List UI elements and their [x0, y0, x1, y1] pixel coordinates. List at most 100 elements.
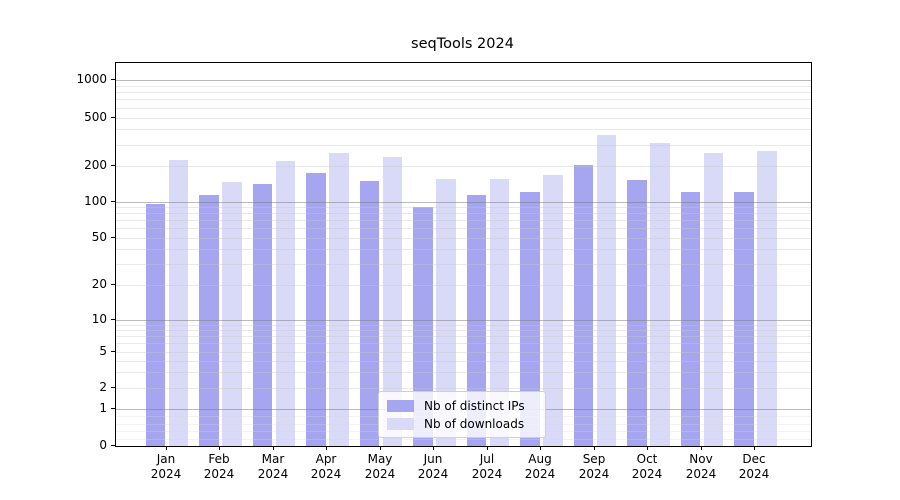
y-tick-label: 500: [84, 110, 107, 124]
x-tick: [647, 446, 648, 450]
y-tick-label: 0: [99, 438, 107, 452]
bar-downloads: [275, 160, 296, 446]
x-tick-label: Jan 2024: [150, 452, 182, 481]
legend-swatch-downloads: [387, 417, 414, 430]
y-tick: [111, 319, 115, 320]
y-tick-label: 2: [99, 380, 107, 394]
bar-distinct-ips: [573, 164, 594, 446]
x-tick: [219, 446, 220, 450]
gridline: [116, 207, 811, 208]
gridline: [116, 352, 811, 353]
gridline: [116, 166, 811, 167]
bar-downloads: [543, 175, 563, 446]
gridline: [116, 336, 811, 337]
bar-distinct-ips: [252, 183, 273, 446]
gridline: [116, 264, 811, 265]
gridline: [116, 99, 811, 100]
gridline: [116, 213, 811, 214]
bar-downloads: [222, 182, 242, 446]
x-tick: [380, 446, 381, 450]
x-tick-label: Feb 2024: [203, 452, 235, 481]
bar-distinct-ips: [627, 180, 647, 446]
x-tick-label: May 2024: [364, 452, 396, 481]
gridline: [116, 238, 811, 239]
gridline: [116, 220, 811, 221]
gridline: [116, 145, 811, 146]
bar-downloads: [757, 151, 777, 446]
plot-area: Nb of distinct IPs Nb of downloads: [115, 62, 812, 447]
y-tick-label: 1: [99, 401, 107, 415]
chart-title: seqTools 2024: [411, 36, 514, 52]
x-tick: [487, 446, 488, 450]
gridline: [116, 330, 811, 331]
y-tick: [111, 79, 115, 80]
gridline: [116, 372, 811, 373]
x-tick: [594, 446, 595, 450]
x-tick-label: Oct 2024: [631, 452, 663, 481]
x-tick: [326, 446, 327, 450]
legend-label-distinct-ips: Nb of distinct IPs: [424, 398, 525, 413]
y-tick-label: 5: [99, 344, 107, 358]
y-tick: [111, 445, 115, 446]
y-tick: [111, 201, 115, 202]
x-tick-label: Nov 2024: [685, 452, 717, 481]
x-tick-label: Jun 2024: [417, 452, 449, 481]
y-tick-label: 1000: [76, 72, 107, 86]
legend-row-downloads: Nb of downloads: [379, 417, 545, 431]
x-tick-label: Mar 2024: [257, 452, 289, 481]
y-tick: [111, 117, 115, 118]
gridline: [116, 118, 811, 119]
gridline: [116, 129, 811, 130]
x-tick: [754, 446, 755, 450]
gridline: [116, 249, 811, 250]
y-tick-label: 100: [84, 194, 107, 208]
bar-distinct-ips: [359, 180, 380, 446]
bar-distinct-ips: [734, 191, 754, 446]
bar-distinct-ips: [145, 203, 166, 446]
bar-distinct-ips: [413, 207, 433, 446]
gridline: [116, 325, 811, 326]
x-tick-label: Aug 2024: [524, 452, 556, 481]
x-tick: [273, 446, 274, 450]
y-tick: [111, 284, 115, 285]
bar-distinct-ips: [306, 172, 326, 446]
y-tick-label: 50: [91, 230, 107, 244]
x-tick: [540, 446, 541, 450]
y-tick: [111, 165, 115, 166]
bar-downloads: [382, 157, 403, 446]
gridline: [116, 80, 811, 81]
y-tick: [111, 237, 115, 238]
gridline: [116, 320, 811, 321]
gridline: [116, 92, 811, 93]
x-tick-label: Apr 2024: [310, 452, 342, 481]
y-tick: [111, 387, 115, 388]
bar-downloads: [650, 142, 670, 446]
x-tick: [433, 446, 434, 450]
gridline: [116, 228, 811, 229]
y-tick: [111, 351, 115, 352]
legend-label-downloads: Nb of downloads: [424, 416, 525, 431]
x-tick-label: Sep 2024: [578, 452, 610, 481]
x-tick-label: Dec 2024: [738, 452, 770, 481]
gridline: [116, 343, 811, 344]
gridline: [116, 202, 811, 203]
legend-swatch-distinct-ips: [387, 399, 414, 412]
y-tick: [111, 408, 115, 409]
bar-downloads: [329, 152, 349, 446]
x-tick: [701, 446, 702, 450]
gridline: [116, 361, 811, 362]
bar-downloads: [436, 178, 456, 446]
gridline: [116, 285, 811, 286]
y-tick-label: 200: [84, 158, 107, 172]
bar-downloads: [596, 135, 617, 446]
x-tick-label: Jul 2024: [471, 452, 503, 481]
bar-downloads: [703, 153, 724, 446]
y-tick-label: 20: [91, 277, 107, 291]
bar-distinct-ips: [680, 191, 701, 446]
y-tick-label: 10: [91, 312, 107, 326]
gridline: [116, 388, 811, 389]
legend-row-distinct-ips: Nb of distinct IPs: [379, 399, 545, 413]
gridline: [116, 108, 811, 109]
gridline: [116, 439, 811, 440]
